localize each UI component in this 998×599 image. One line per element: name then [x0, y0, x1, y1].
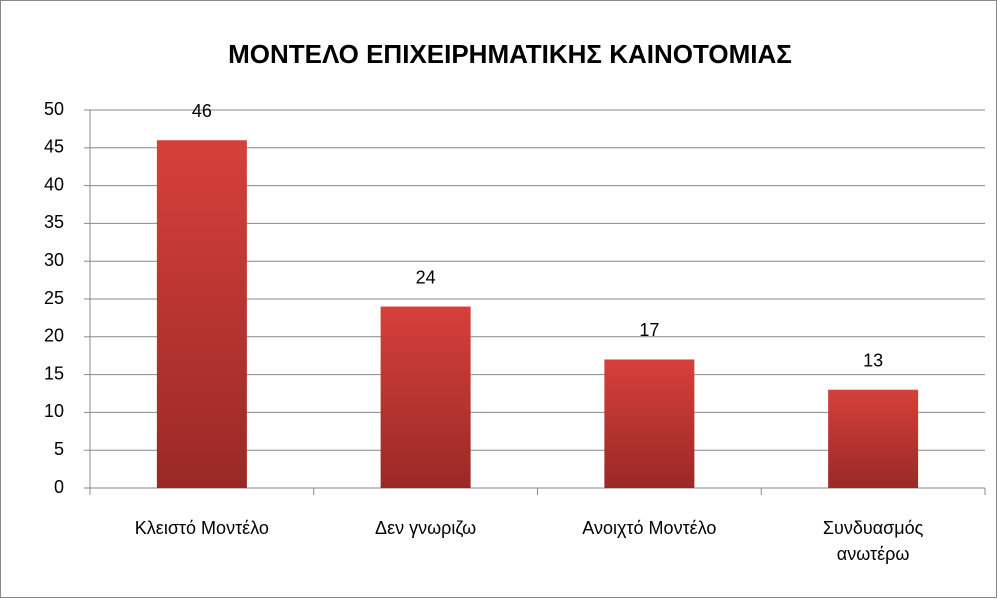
- y-tick-label: 45: [44, 137, 64, 157]
- data-label: 46: [192, 101, 212, 121]
- data-label: 17: [639, 320, 659, 340]
- y-tick-label: 35: [44, 212, 64, 232]
- data-label: 13: [863, 350, 883, 370]
- y-tick-label: 10: [44, 401, 64, 421]
- y-tick-label: 0: [54, 477, 64, 497]
- bar: [604, 359, 695, 488]
- x-tick-label: Ανοιχτό Μοντέλο: [582, 518, 717, 538]
- chart-title: ΜΟΝΤΕΛΟ ΕΠΙΧΕΙΡΗΜΑΤΙΚΗΣ ΚΑΙΝΟΤΟΜΙΑΣ: [228, 39, 792, 69]
- y-tick-label: 25: [44, 288, 64, 308]
- x-tick-label: Κλειστό Μοντέλο: [134, 518, 269, 538]
- y-tick-label: 40: [44, 174, 64, 194]
- x-tick-label: Συνδυασμός ανωτέρω: [822, 518, 924, 564]
- x-tick-label: Δεν γνωριζω: [375, 518, 477, 538]
- y-tick-label: 30: [44, 250, 64, 270]
- y-tick-label: 20: [44, 326, 64, 346]
- y-tick-label: 5: [54, 439, 64, 459]
- y-tick-label: 15: [44, 363, 64, 383]
- bar: [828, 389, 919, 488]
- bar: [380, 306, 471, 488]
- data-label: 24: [416, 267, 436, 287]
- bar: [156, 140, 247, 489]
- y-tick-label: 50: [44, 99, 64, 119]
